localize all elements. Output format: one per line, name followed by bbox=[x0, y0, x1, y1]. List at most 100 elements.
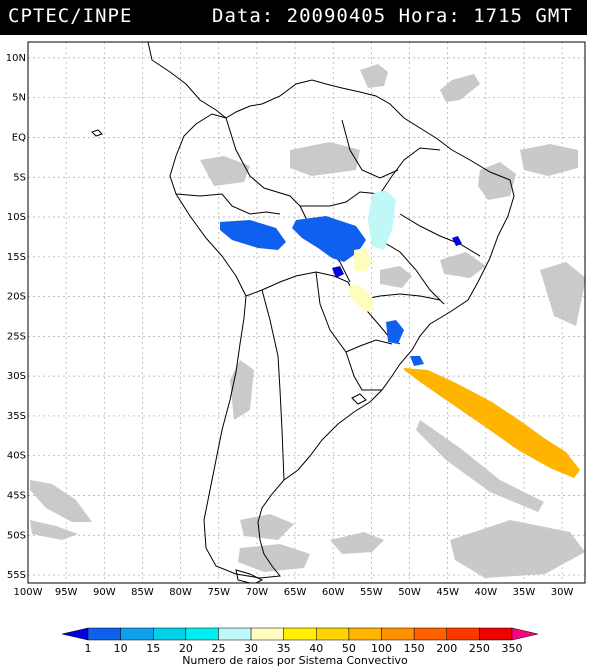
convective-cluster-7 bbox=[386, 320, 404, 344]
legend-tick-labels: 1 10 15 20 25 30 35 40 50 100 150 200 250 350 bbox=[85, 642, 523, 655]
cloud-cover bbox=[30, 64, 585, 578]
legend-swatch bbox=[283, 627, 317, 641]
legend-tick-label: 350 bbox=[502, 642, 523, 655]
legend-arrow-low bbox=[61, 627, 89, 641]
legend-tick-label: 100 bbox=[371, 642, 392, 655]
latitude-tick-label: 15S bbox=[7, 252, 26, 263]
cloud-patch bbox=[30, 480, 92, 522]
country-border bbox=[225, 117, 381, 207]
country-border bbox=[175, 193, 281, 215]
legend-tick-label: 10 bbox=[114, 642, 128, 655]
cloud-patch bbox=[520, 144, 578, 176]
cloud-patch bbox=[230, 360, 254, 420]
map-header: CPTEC/INPE Data: 20090405 Hora: 1715 GMT bbox=[0, 0, 587, 35]
cloud-patch bbox=[290, 142, 360, 176]
state-border bbox=[379, 147, 441, 195]
country-border bbox=[261, 289, 285, 481]
cloud-patch bbox=[200, 156, 250, 186]
convective-cluster-9 bbox=[452, 236, 462, 246]
cloud-patch bbox=[478, 162, 516, 200]
longitude-tick-label: 100W bbox=[14, 587, 43, 598]
convective-cluster-1 bbox=[220, 220, 286, 250]
legend-color-bar bbox=[61, 627, 539, 641]
legend-swatch bbox=[381, 627, 415, 641]
longitude-tick-label: 60W bbox=[322, 587, 345, 598]
legend-tick-label: 250 bbox=[469, 642, 490, 655]
longitude-tick-label: 65W bbox=[284, 587, 307, 598]
cloud-patch bbox=[450, 520, 585, 578]
legend-title: Numero de raios por Sistema Convectivo bbox=[182, 654, 408, 667]
state-border bbox=[341, 119, 399, 179]
legend-swatch bbox=[152, 627, 187, 641]
legend-tick-label: 25 bbox=[211, 642, 225, 655]
country-border bbox=[245, 271, 401, 345]
legend-swatch bbox=[250, 627, 284, 641]
legend-arrow-high bbox=[511, 627, 539, 641]
legend-swatch bbox=[218, 627, 252, 641]
longitude-tick-label: 55W bbox=[360, 587, 383, 598]
longitude-tick-label: 90W bbox=[93, 587, 116, 598]
convective-cluster-10 bbox=[404, 368, 580, 478]
latitude-tick-label: 40S bbox=[7, 451, 26, 462]
date-time-label: Data: 20090405 Hora: 1715 GMT bbox=[212, 5, 573, 27]
cloud-patch bbox=[240, 514, 294, 540]
longitude-tick-label: 45W bbox=[436, 587, 459, 598]
longitude-tick-label: 85W bbox=[131, 587, 154, 598]
lightning-map: 10N 5N EQ 5S 10S 15S 20S 25S 30S 35S 40S 45S 50S 55S 1… bbox=[6, 41, 586, 598]
cloud-patch bbox=[540, 262, 585, 326]
legend-tick-label: 35 bbox=[277, 642, 291, 655]
state-border bbox=[359, 293, 441, 301]
latitude-tick-label: 20S bbox=[7, 292, 26, 303]
longitude-tick-label: 80W bbox=[169, 587, 192, 598]
latitude-tick-label: 30S bbox=[7, 371, 26, 382]
legend-tick-label: 40 bbox=[309, 642, 323, 655]
latitude-tick-label: 10S bbox=[7, 212, 26, 223]
tierra-del-fuego bbox=[235, 569, 264, 583]
cloud-patch bbox=[416, 420, 544, 512]
plot-frame bbox=[27, 41, 586, 584]
cloud-patch bbox=[440, 252, 486, 278]
longitude-tick-label: 75W bbox=[207, 587, 230, 598]
latitude-tick-label: 50S bbox=[7, 530, 26, 541]
convective-cluster-8 bbox=[410, 356, 424, 366]
cloud-patch bbox=[380, 266, 412, 288]
longitude-tick-label: 40W bbox=[474, 587, 497, 598]
latitude-tick-label: 35S bbox=[7, 411, 26, 422]
legend-swatch bbox=[413, 627, 448, 641]
convective-cluster-5 bbox=[354, 248, 372, 272]
latitude-tick-label: EQ bbox=[12, 132, 26, 143]
state-border bbox=[379, 239, 445, 305]
longitude-tick-label: 70W bbox=[246, 587, 269, 598]
legend-swatch bbox=[316, 627, 350, 641]
legend-swatch bbox=[348, 627, 382, 641]
latitude-tick-label: 55S bbox=[7, 570, 26, 581]
legend-tick-label: 20 bbox=[179, 642, 193, 655]
legend-tick-label: 15 bbox=[146, 642, 160, 655]
latitude-tick-label: 10N bbox=[6, 53, 26, 64]
legend-tick-label: 1 bbox=[85, 642, 92, 655]
latitude-tick-label: 5N bbox=[12, 93, 26, 104]
cloud-patch bbox=[30, 520, 78, 540]
axis-tick-labels: 10N 5N EQ 5S 10S 15S 20S 25S 30S 35S 40S 45S 50S 55S 1… bbox=[6, 53, 574, 598]
legend-swatch bbox=[120, 627, 154, 641]
latitude-tick-label: 45S bbox=[7, 490, 26, 501]
convective-cluster-6 bbox=[348, 284, 374, 312]
longitude-tick-label: 30W bbox=[551, 587, 574, 598]
cloud-patch bbox=[330, 532, 384, 554]
agency-label: CPTEC/INPE bbox=[8, 5, 133, 27]
cloud-patch bbox=[440, 74, 480, 102]
convective-cluster-4 bbox=[368, 190, 396, 250]
legend-tick-label: 30 bbox=[244, 642, 258, 655]
convective-cluster-2 bbox=[292, 216, 366, 262]
legend-swatch bbox=[446, 627, 480, 641]
latitude-tick-label: 25S bbox=[7, 331, 26, 342]
legend-swatch bbox=[185, 627, 219, 641]
cloud-patch bbox=[360, 64, 388, 88]
island bbox=[91, 129, 103, 137]
legend-swatch bbox=[87, 627, 121, 641]
country-border bbox=[345, 351, 382, 391]
legend-swatch bbox=[479, 627, 513, 641]
legend-tick-label: 150 bbox=[404, 642, 425, 655]
convective-cluster-3 bbox=[332, 266, 344, 278]
map-plot-area bbox=[28, 42, 585, 583]
